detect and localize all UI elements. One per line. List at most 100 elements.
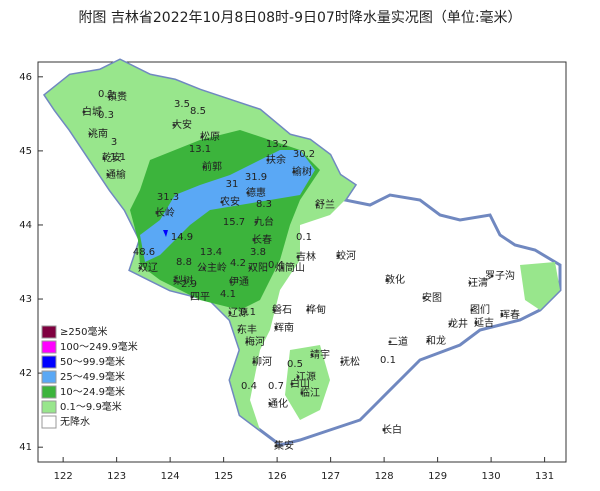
precip-value: 3 bbox=[111, 137, 117, 148]
city-name: 九台 bbox=[254, 215, 274, 228]
city-name: 松原 bbox=[200, 130, 220, 143]
city-dot bbox=[266, 158, 270, 162]
precip-value: 0.3 bbox=[98, 110, 114, 121]
city-name: 白城 bbox=[82, 105, 102, 118]
city-name: 洮南 bbox=[88, 127, 108, 140]
city-dot bbox=[490, 274, 494, 278]
city-name: 临江 bbox=[300, 386, 320, 399]
precip-value: 4.2 bbox=[230, 258, 246, 269]
city-name: 通化 bbox=[268, 397, 288, 410]
city-name: 榆树 bbox=[292, 165, 312, 178]
city-name: 伊通 bbox=[229, 276, 249, 288]
legend-swatch bbox=[41, 340, 57, 354]
city-dot bbox=[106, 173, 110, 177]
city-dot bbox=[220, 200, 224, 204]
precip-value: 0.1 bbox=[296, 232, 312, 243]
city-dot bbox=[200, 135, 204, 139]
x-tick-label: 131 bbox=[535, 471, 554, 482]
city-dot bbox=[385, 278, 389, 282]
city-dot bbox=[229, 280, 233, 284]
city-name: 龙井 bbox=[448, 317, 468, 330]
precip-value: 13.1 bbox=[189, 144, 211, 155]
city-name: 舒兰 bbox=[315, 198, 335, 211]
precip-value: 4.1 bbox=[220, 289, 236, 300]
precip-value: 8.3 bbox=[256, 199, 272, 210]
legend-label: 50～99.9毫米 bbox=[60, 355, 125, 368]
legend-swatch bbox=[41, 400, 57, 414]
city-dot bbox=[254, 220, 258, 224]
legend-swatch bbox=[41, 415, 57, 429]
city-name: 二道 bbox=[388, 335, 408, 348]
city-dot bbox=[422, 296, 426, 300]
city-dot bbox=[245, 340, 249, 344]
precip-value: 0.4 bbox=[268, 260, 284, 271]
city-dot bbox=[310, 353, 314, 357]
city-dot bbox=[388, 340, 392, 344]
city-dot bbox=[300, 391, 304, 395]
city-name: 德惠 bbox=[246, 186, 266, 199]
city-dot bbox=[315, 203, 319, 207]
precip-value: 3.5 bbox=[174, 99, 190, 110]
x-tick-label: 122 bbox=[54, 471, 73, 482]
precip-value: 0.5 bbox=[287, 359, 303, 370]
precip-value: 13.2 bbox=[266, 139, 288, 150]
precip-value: 31 bbox=[226, 179, 239, 190]
city-name: 抚松 bbox=[340, 355, 360, 368]
city-dot bbox=[252, 360, 256, 364]
city-name: 梅河 bbox=[245, 335, 265, 348]
legend-swatch bbox=[41, 385, 57, 399]
precip-value: 0.1 bbox=[98, 89, 114, 100]
city-dot bbox=[272, 308, 276, 312]
city-name: 辽源 bbox=[228, 306, 248, 319]
x-tick-label: 123 bbox=[107, 471, 126, 482]
y-tick-label: 42 bbox=[19, 368, 32, 379]
y-tick-label: 45 bbox=[19, 146, 32, 157]
city-name: 双辽 bbox=[138, 262, 158, 274]
city-name: 东丰 bbox=[237, 323, 257, 336]
city-name: 白山 bbox=[290, 377, 310, 390]
city-dot bbox=[500, 313, 504, 317]
city-dot bbox=[173, 279, 177, 283]
city-dot bbox=[292, 170, 296, 174]
precip-value: 1.1 bbox=[110, 152, 126, 163]
city-dot bbox=[190, 295, 194, 299]
precip-value: 2.9 bbox=[181, 279, 197, 290]
city-name: 乾安 bbox=[102, 151, 122, 164]
x-tick-label: 124 bbox=[161, 471, 180, 482]
city-name: 吉林 bbox=[296, 250, 316, 263]
legend-label: 0.1～9.9毫米 bbox=[60, 400, 122, 413]
legend-swatch bbox=[41, 370, 57, 384]
city-name: 大安 bbox=[172, 118, 192, 131]
city-dot bbox=[274, 444, 278, 448]
city-name: 长春 bbox=[252, 234, 272, 246]
city-dot bbox=[228, 311, 232, 315]
city-dot bbox=[296, 255, 300, 259]
city-name: 四平 bbox=[190, 292, 210, 303]
x-tick-label: 130 bbox=[482, 471, 501, 482]
city-dot bbox=[336, 254, 340, 258]
city-dot bbox=[202, 266, 206, 270]
legend-swatch bbox=[41, 325, 57, 339]
city-dot bbox=[382, 428, 386, 432]
city-name: 和龙 bbox=[426, 334, 446, 347]
precip-value: 31.3 bbox=[157, 192, 179, 203]
legend-label: 25～49.9毫米 bbox=[60, 370, 125, 383]
city-dot bbox=[290, 382, 294, 386]
x-tick-label: 126 bbox=[268, 471, 287, 482]
city-name: 延吉 bbox=[474, 317, 494, 329]
city-name: 江源 bbox=[296, 370, 316, 383]
precip-value: 48.6 bbox=[133, 247, 155, 258]
city-dot bbox=[448, 322, 452, 326]
precip-value: 3.8 bbox=[250, 247, 266, 258]
city-dot bbox=[340, 360, 344, 364]
city-name: 敦化 bbox=[385, 273, 405, 286]
city-dot bbox=[138, 266, 142, 270]
legend-swatch bbox=[41, 355, 57, 369]
precip-value: 14.9 bbox=[171, 232, 193, 243]
city-dot bbox=[202, 165, 206, 169]
city-dot bbox=[82, 110, 86, 114]
title: 附图 吉林省2022年10月8日08时-9日07时降水量实况图（单位:毫米） bbox=[78, 9, 521, 26]
legend-label: 10～24.9毫米 bbox=[60, 385, 125, 398]
city-name: 图们 bbox=[470, 303, 490, 316]
